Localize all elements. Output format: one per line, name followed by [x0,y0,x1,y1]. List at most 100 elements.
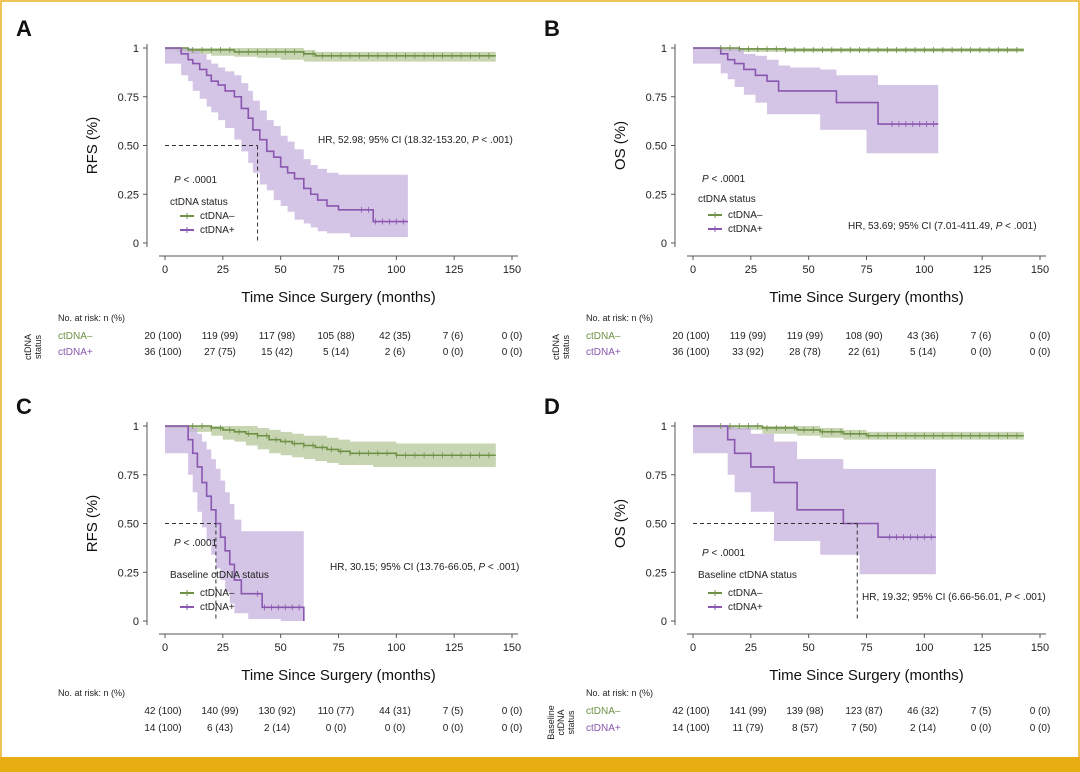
ci-band-ctdna-positive [693,48,939,154]
x-tick-label: 25 [217,642,229,654]
risk-table-group-label: ctDNAstatus [551,334,571,360]
risk-table-cell: 7 (6) [443,331,464,342]
risk-table-cell: 14 (100) [672,723,709,734]
risk-table-cell: 123 (87) [845,706,882,717]
km-curve-ctdna-positive [165,425,305,621]
x-axis-title: Time Since Surgery (months) [241,667,436,684]
risk-table-cell: 0 (0) [971,347,992,358]
x-tick-label: 75 [860,264,872,276]
y-tick-label: 0 [661,238,667,250]
x-tick-label: 50 [803,264,815,276]
legend-label-ctdna-positive: ctDNA+ [200,225,235,236]
risk-table-cell: 43 (36) [907,331,939,342]
x-axis-title: Time Since Surgery (months) [769,289,964,306]
y-tick-label: 0.50 [646,519,667,531]
risk-table-cell: 7 (50) [851,723,877,734]
risk-table-cell: 7 (5) [443,706,464,717]
y-tick-label: 0.25 [646,189,667,201]
legend-title: Baseline ctDNA status [170,570,269,581]
risk-table-cell: 0 (0) [443,347,464,358]
ci-band-ctdna-positive [165,48,408,238]
risk-table-cell: 42 (100) [672,706,709,717]
risk-table-cell: 6 (43) [207,723,233,734]
risk-table-cell: 15 (42) [261,347,293,358]
risk-table-cell: 2 (6) [385,347,406,358]
y-tick-label: 0 [133,616,139,628]
y-tick-label: 0.75 [646,92,667,104]
risk-table-cell: 5 (14) [910,347,936,358]
km-curve-ctdna-negative [165,47,496,57]
x-tick-label: 75 [332,264,344,276]
risk-table-cell: 46 (32) [907,706,939,717]
p-value-text: P < .0001 [174,538,218,549]
risk-table-cell: 44 (31) [379,706,411,717]
y-axis-title: OS (%) [612,499,629,548]
legend-title: ctDNA status [170,197,228,208]
risk-table-cell: 0 (0) [1030,347,1051,358]
y-tick-label: 0 [133,238,139,250]
y-tick-label: 1 [661,421,667,433]
x-tick-label: 0 [162,642,168,654]
y-tick-label: 0 [661,616,667,628]
risk-row-label: ctDNA– [58,331,93,342]
legend-title: Baseline ctDNA status [698,570,797,581]
risk-table-cell: 28 (78) [789,347,821,358]
y-axis-title: RFS (%) [84,117,101,175]
risk-table-cell: 27 (75) [204,347,236,358]
x-tick-label: 125 [445,642,463,654]
risk-table-header: No. at risk: n (%) [586,313,653,323]
x-tick-label: 50 [275,642,287,654]
p-value-text: P < .0001 [702,548,746,559]
risk-row-label: ctDNA– [586,706,621,717]
x-tick-label: 25 [745,264,757,276]
risk-table-cell: 130 (92) [258,706,295,717]
risk-table-cell: 14 (100) [144,723,181,734]
bottom-color-band [0,757,1080,772]
y-tick-label: 0.75 [118,470,139,482]
panel-b-chart: B 0 0.25 0.50 0.75 1 0 25 50 75 100 125 150 OS (%) Tim… [544,16,1051,360]
risk-table-cell: 22 (61) [848,347,880,358]
risk-table-cell: 119 (99) [202,331,239,342]
risk-table-cell: 108 (90) [845,331,882,342]
panel-c-chart: C 0 0.25 0.50 0.75 1 0 25 50 75 100 125 150 RFS (%) Ti… [16,394,523,734]
risk-table-cell: 0 (0) [502,723,523,734]
x-tick-label: 0 [162,264,168,276]
risk-table-cell: 0 (0) [1030,706,1051,717]
risk-table-cell: 36 (100) [144,347,181,358]
x-axis-title: Time Since Surgery (months) [241,289,436,306]
km-curve-ctdna-positive [693,47,939,125]
y-tick-label: 0.50 [646,141,667,153]
x-tick-label: 50 [275,264,287,276]
risk-table-cell: 42 (100) [144,706,181,717]
risk-table-header: No. at risk: n (%) [586,688,653,698]
risk-table-cell: 119 (99) [787,331,824,342]
risk-table-group-label: BaselinectDNAstatus [546,705,576,740]
risk-table-cell: 119 (99) [730,331,767,342]
risk-table-header: No. at risk: n (%) [58,688,125,698]
y-tick-label: 0.25 [118,189,139,201]
x-tick-label: 100 [387,264,405,276]
risk-table-cell: 110 (77) [318,706,355,717]
x-tick-label: 125 [973,642,991,654]
risk-table-cell: 117 (98) [259,331,296,342]
y-tick-label: 0.25 [646,567,667,579]
risk-row-label: ctDNA– [586,331,621,342]
y-tick-label: 0.75 [118,92,139,104]
risk-table-cell: 7 (6) [971,331,992,342]
panel-a-chart: A 0 0.25 0.50 0.75 1 0 25 50 75 100 125 150 RFS (%) Ti… [16,16,523,360]
risk-table-cell: 8 (57) [792,723,818,734]
hazard-ratio-text: HR, 52.98; 95% CI (18.32-153.20, P < .00… [318,135,513,146]
legend-label-ctdna-negative: ctDNA– [200,588,235,599]
y-tick-label: 0.25 [118,567,139,579]
legend-label-ctdna-positive: ctDNA+ [728,224,763,235]
y-tick-label: 0.50 [118,141,139,153]
x-tick-label: 50 [803,642,815,654]
risk-table-cell: 141 (99) [729,706,766,717]
hazard-ratio-text: HR, 53.69; 95% CI (7.01-411.49, P < .001… [848,221,1037,232]
legend-label-ctdna-positive: ctDNA+ [200,602,235,613]
risk-table-cell: 7 (5) [971,706,992,717]
y-tick-label: 1 [133,43,139,55]
risk-table-cell: 0 (0) [971,723,992,734]
risk-table-cell: 0 (0) [502,331,523,342]
x-axis-title: Time Since Surgery (months) [769,667,964,684]
